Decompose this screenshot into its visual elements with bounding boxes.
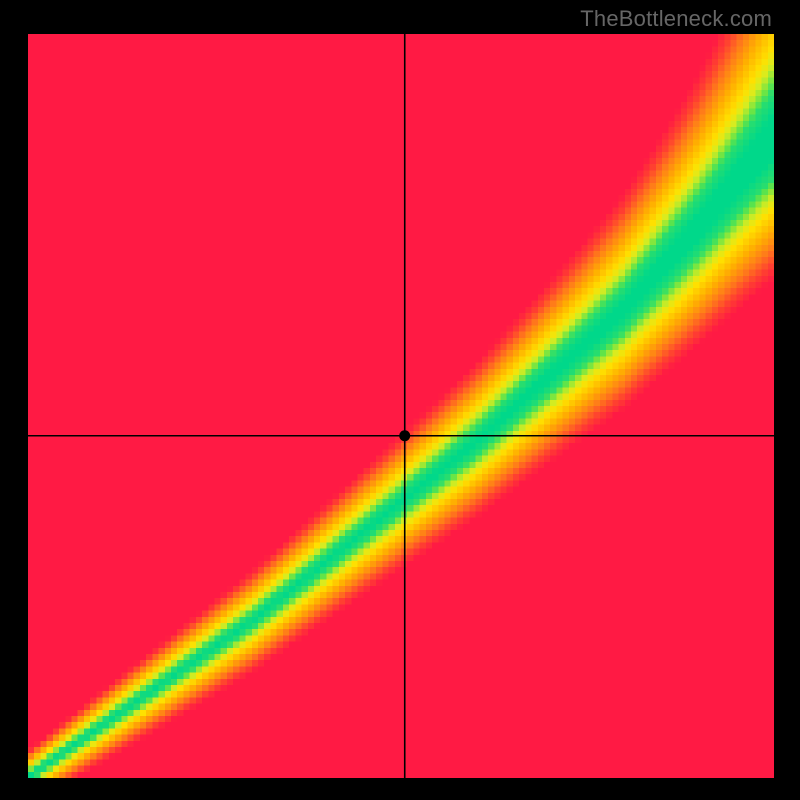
chart-stage: TheBottleneck.com [0,0,800,800]
bottleneck-heatmap [28,34,774,778]
watermark-text: TheBottleneck.com [580,6,772,32]
